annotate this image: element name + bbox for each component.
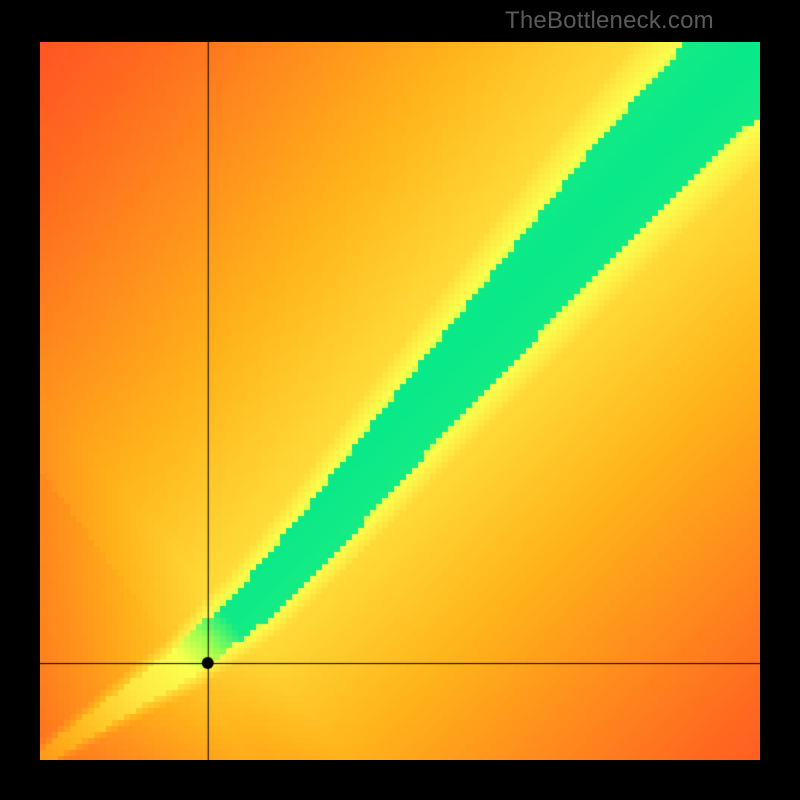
watermark-text: TheBottleneck.com [505, 7, 714, 35]
bottleneck-heatmap [40, 42, 760, 760]
